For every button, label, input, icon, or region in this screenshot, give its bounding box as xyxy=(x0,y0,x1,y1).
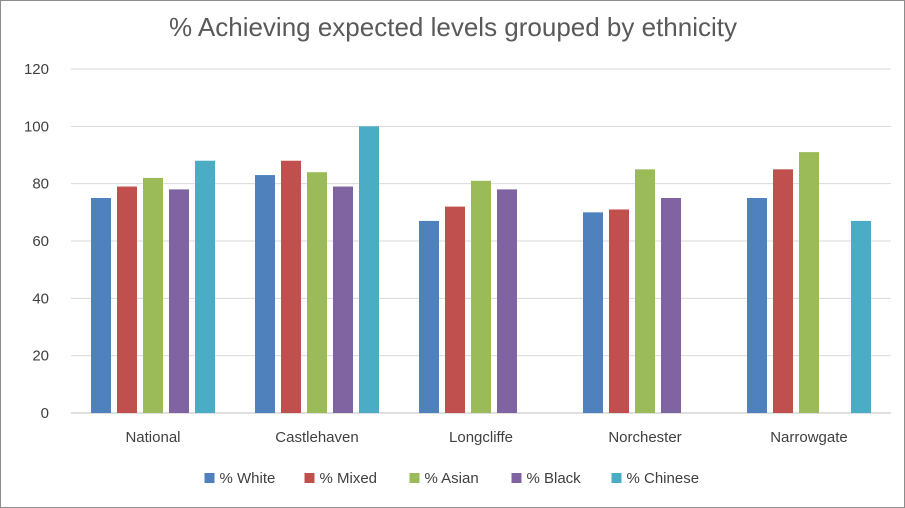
y-axis-ticks: 0 20 40 60 80 100 120 xyxy=(24,61,49,422)
legend-swatch xyxy=(409,473,420,483)
legend-label: % Asian xyxy=(425,470,479,487)
x-axis-ticks: National Castlehaven Longcliffe Norchester N… xyxy=(125,429,847,446)
x-tick-label: Norchester xyxy=(608,429,681,446)
x-tick-label: Castlehaven xyxy=(275,429,358,446)
bar xyxy=(281,160,301,413)
bar xyxy=(143,177,163,413)
bar xyxy=(851,220,871,413)
legend-swatch xyxy=(204,473,215,483)
legend-swatch xyxy=(511,473,522,483)
bar xyxy=(91,198,111,413)
legend: % White % Mixed % Asian % Black % Chinese xyxy=(204,470,700,487)
legend-label: % Chinese xyxy=(627,470,700,487)
bar xyxy=(773,169,793,413)
bar xyxy=(747,198,767,413)
y-tick-label: 0 xyxy=(41,405,49,422)
y-tick-label: 60 xyxy=(32,233,49,250)
bar xyxy=(661,198,681,413)
bar xyxy=(635,169,655,413)
bar xyxy=(799,152,819,413)
y-tick-label: 40 xyxy=(32,290,49,307)
bar xyxy=(195,160,215,413)
bar xyxy=(333,186,353,413)
y-tick-label: 120 xyxy=(24,61,49,78)
legend-label: % Mixed xyxy=(320,470,378,487)
chart-title: % Achieving expected levels grouped by e… xyxy=(169,12,737,42)
bar xyxy=(419,220,439,413)
legend-label: % White xyxy=(220,470,276,487)
bar xyxy=(307,172,327,413)
bar xyxy=(609,209,629,413)
bar xyxy=(117,186,137,413)
bar xyxy=(169,189,189,413)
y-tick-label: 20 xyxy=(32,348,49,365)
legend-label: % Black xyxy=(527,470,582,487)
bar xyxy=(445,206,465,413)
x-tick-label: National xyxy=(125,429,180,446)
legend-swatch xyxy=(611,473,622,483)
bar xyxy=(359,126,379,413)
y-tick-label: 100 xyxy=(24,118,49,135)
x-tick-label: Longcliffe xyxy=(449,429,513,446)
bar xyxy=(255,175,275,413)
y-tick-label: 80 xyxy=(32,176,49,193)
legend-swatch xyxy=(304,473,315,483)
x-tick-label: Narrowgate xyxy=(770,429,848,446)
bar xyxy=(497,189,517,413)
bar xyxy=(471,180,491,413)
bars xyxy=(91,126,871,413)
bar xyxy=(583,212,603,413)
